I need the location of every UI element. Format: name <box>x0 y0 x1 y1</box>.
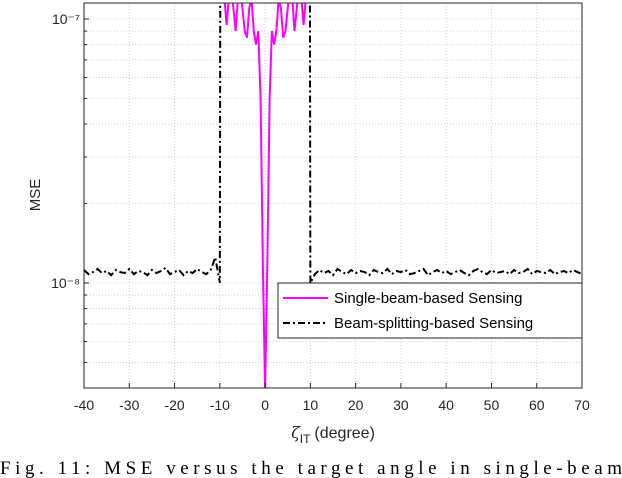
x-label-unit: (degree) <box>314 425 374 442</box>
caption: Fig. 11: MSE versus the target angle in … <box>0 458 622 478</box>
x-tick-label: -30 <box>119 397 139 413</box>
y-tick-label: 10⁻⁸ <box>51 275 80 291</box>
x-tick-label: 20 <box>348 397 364 413</box>
y-tick-label: 10⁻⁷ <box>52 11 80 27</box>
x-tick-label: -20 <box>164 397 184 413</box>
series-line <box>84 3 582 284</box>
legend: Single-beam-based Sensing Beam-splitting-… <box>277 282 583 339</box>
x-tick-label: 40 <box>438 397 454 413</box>
x-tick-label: -40 <box>74 397 94 413</box>
series-line <box>223 3 307 388</box>
x-tick-label: 30 <box>393 397 409 413</box>
x-tick-label: 70 <box>574 397 590 413</box>
x-label-symbol: ζ <box>291 423 301 442</box>
plot-frame <box>83 2 583 389</box>
legend-box <box>277 282 583 339</box>
lines <box>84 3 582 388</box>
legend-label: Beam-splitting-based Sensing <box>334 315 533 332</box>
legend-label: Single-beam-based Sensing <box>334 290 522 307</box>
x-axis-label: ζIT (degree) <box>291 423 375 446</box>
x-tick-label: 60 <box>529 397 545 413</box>
x-label-subscript: IT <box>300 432 311 446</box>
y-axis-label: MSE <box>27 179 44 212</box>
x-tick-label: -10 <box>210 397 230 413</box>
x-tick-label: 50 <box>484 397 500 413</box>
x-tick-label: 10 <box>303 397 319 413</box>
x-tick-label: 0 <box>261 397 269 413</box>
